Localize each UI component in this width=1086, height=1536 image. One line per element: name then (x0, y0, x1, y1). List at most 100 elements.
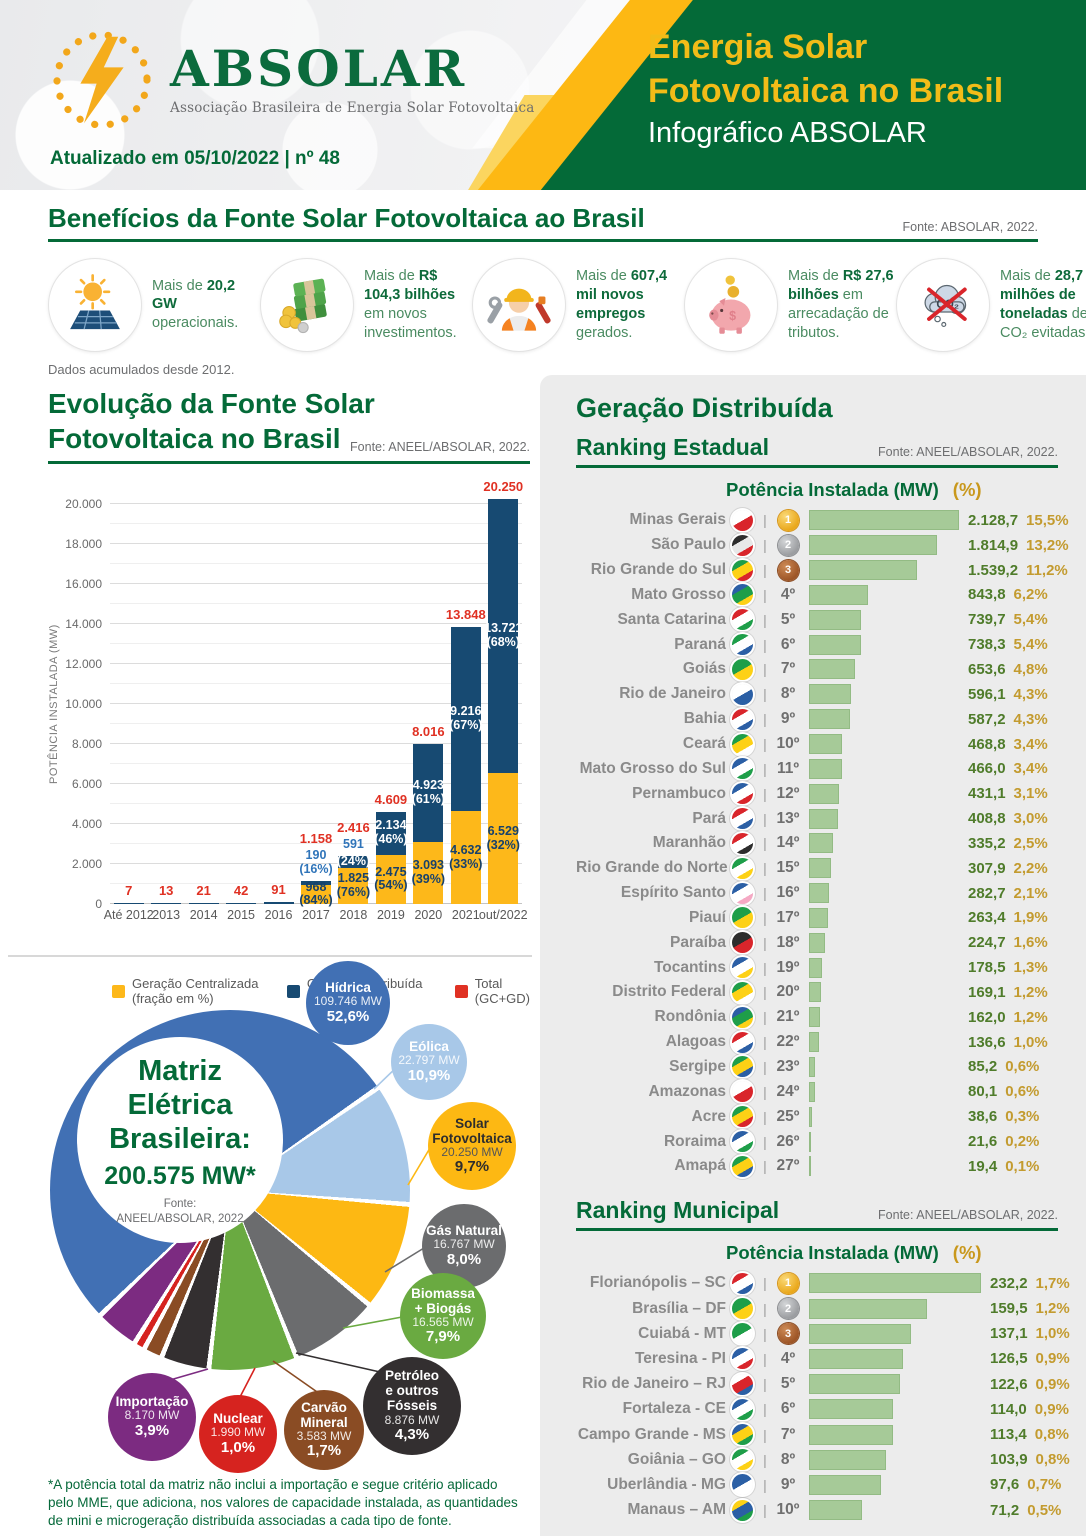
evolution-chart-section: Evolução da Fonte Solar Fotovoltaica no … (48, 386, 530, 1006)
bubble-name: Gás Natural (426, 1223, 502, 1239)
gridline (110, 523, 522, 524)
ranking-estadual-row: Espírito Santo | 16º 282,7 2,1% (576, 881, 1086, 906)
legend-item: Total (GC+GD) (454, 976, 530, 1006)
rank-percent: 0,6% (1005, 1058, 1040, 1076)
bar-slot: 968 (84%) 190 (16%) 1.158 2017 (297, 504, 334, 922)
rank-value: 162,0 (968, 1008, 1006, 1026)
silver-medal-icon: 2 (777, 534, 799, 556)
silver-medal-icon: 2 (777, 1298, 799, 1320)
ranking-estadual-source: Fonte: ANEEL/ABSOLAR, 2022. (878, 445, 1058, 459)
rank-separator: | (763, 984, 767, 1001)
rank-separator: | (763, 1426, 767, 1443)
donut-center-source: Fonte: ANEEL/ABSOLAR, 2022 (116, 1198, 244, 1225)
flag-icon (732, 683, 753, 705)
rank-separator: | (763, 636, 767, 653)
rank-row-name: Paraná (674, 635, 726, 653)
rank-separator: | (763, 1009, 767, 1026)
rank-value: 408,8 (968, 810, 1006, 828)
rank-bar (809, 833, 833, 854)
rank-row-name: Santa Catarina (617, 610, 726, 628)
gd-segment (151, 902, 182, 904)
rank-percent: 1,2% (1013, 1008, 1048, 1026)
bubble-pct: 4,3% (394, 1425, 430, 1443)
bubble-mw: 109.746 MW (313, 994, 383, 1009)
rank-value: 103,9 (990, 1451, 1028, 1469)
stacked-bar (113, 902, 144, 904)
rank-bar-track (809, 584, 959, 605)
rank-value: 468,8 (968, 735, 1006, 753)
rank-row-name: Mato Grosso (631, 585, 726, 603)
rank-row-name: Roraima (663, 1132, 726, 1150)
gridline (110, 623, 522, 624)
bar-slot: 21 2014 (185, 504, 222, 922)
rank-separator: | (763, 1034, 767, 1051)
rank-row-name: Goiânia – GO (627, 1450, 726, 1468)
rank-row-name: Alagoas (665, 1033, 726, 1051)
rank-bar (809, 783, 840, 804)
benefits-title: Benefícios da Fonte Solar Fotovoltaica a… (48, 203, 645, 233)
benefit-text: Mais de R$ 27,6 bilhões em arrecadação d… (788, 268, 894, 341)
ranking-municipal-row: Fortaleza - CE | 6º 114,0 0,9% (576, 1397, 1086, 1422)
page-header: ABSOLAR Associação Brasileira de Energia… (0, 0, 1086, 190)
bubble-mw: 16.767 MW (433, 1237, 495, 1252)
rank-row-name: Tocantins (653, 958, 726, 976)
stacked-bar: 2.134 (46%) 2.475 (54%) (374, 811, 408, 904)
rank-bar-track (809, 783, 959, 804)
y-axis-label: POTÊNCIA INSTALADA (MW) (48, 624, 60, 784)
rank-bar (809, 1156, 811, 1177)
matrix-footnote: *A potência total da matriz não inclui a… (48, 1477, 518, 1528)
total-label: 4.609 (374, 791, 408, 807)
legend-swatch (454, 984, 468, 998)
legend-item: Geração Centralizada (fração em %) (112, 976, 261, 1006)
evolution-title: Evolução da Fonte Solar Fotovoltaica no … (48, 388, 375, 454)
bubble-mw: 8.170 MW (124, 1408, 180, 1423)
rank-row-name: Rio de Janeiro (619, 685, 726, 703)
rank-bar-track (809, 684, 959, 705)
flag-icon (732, 907, 753, 929)
header-subtitle: Infográfico ABSOLAR (648, 117, 927, 150)
gd-segment: (24%) (337, 854, 370, 868)
rank-bar-track (809, 734, 959, 755)
rank-bar-track (809, 1273, 981, 1294)
bubble-pct: 8,0% (446, 1250, 482, 1268)
ranking-estadual-row: Bahia | 9º 587,2 4,3% (576, 707, 1086, 732)
rank-separator: | (763, 1133, 767, 1150)
rank-bar (809, 758, 842, 779)
rank-percent: 1,3% (1013, 959, 1048, 977)
gc-segment: 1.825 (76%) (337, 867, 370, 904)
total-label: 1.158 (299, 830, 333, 846)
rank-bar (809, 1348, 903, 1369)
y-axis: 0 2.000 4.000 6.000 8.000 10.000 12.000 14.000 1… (62, 497, 106, 911)
benefits-section: Benefícios da Fonte Solar Fotovoltaica a… (48, 203, 1086, 377)
bubble-name: Carvão Mineral (300, 1399, 348, 1430)
rank-value: 282,7 (968, 884, 1006, 902)
flag-icon (732, 634, 753, 656)
worker-icon (472, 257, 566, 352)
flag-icon (732, 857, 753, 879)
flag-icon (732, 1081, 753, 1103)
col-header-mw: Potência Instalada (MW) (726, 1241, 939, 1263)
rank-percent: 2,1% (1013, 884, 1048, 902)
y-axis-tick: 16.000 (65, 577, 102, 591)
bubble-mw: 20.250 MW (441, 1144, 503, 1159)
header-title-line2: Fotovoltaica no Brasil (648, 71, 1004, 110)
x-axis-tick: 2013 (152, 908, 181, 922)
rank-row-name: Ceará (682, 735, 726, 753)
rank-number: 8º (780, 1450, 796, 1468)
rank-separator: | (763, 835, 767, 852)
gd-value-label: 591 (343, 836, 364, 851)
rank-percent: 1,9% (1013, 909, 1048, 927)
rank-number: 5º (780, 610, 796, 628)
ranking-municipal-header: Potência Instalada (MW) (%) (576, 1242, 1086, 1264)
rank-bar (809, 858, 831, 879)
rank-number: 10º (776, 735, 800, 753)
piggy-bank-icon: $ (684, 257, 778, 352)
rank-number: 3 (773, 1323, 803, 1345)
rank-percent: 1,2% (1013, 983, 1048, 1001)
gridline (110, 803, 522, 804)
rank-value: 137,1 (990, 1325, 1028, 1343)
rank-percent: 0,5% (1027, 1501, 1062, 1519)
rank-value: 431,1 (968, 785, 1006, 803)
rank-separator: | (763, 1058, 767, 1075)
